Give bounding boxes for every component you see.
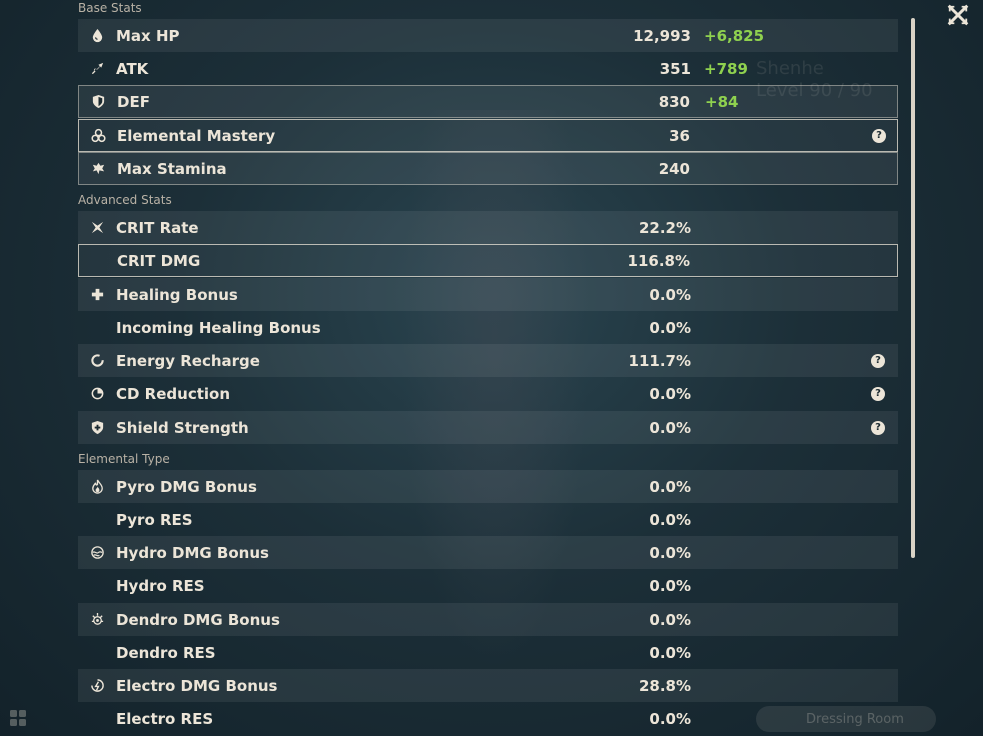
stat-value: 0.0% (649, 709, 691, 728)
stat-value: 111.7% (628, 351, 691, 370)
stat-label: CD Reduction (116, 384, 231, 403)
stat-label: Pyro RES (116, 510, 193, 529)
stat-value: 0.0% (649, 576, 691, 595)
stat-row-max-stamina[interactable]: Max Stamina 240 (78, 152, 898, 185)
scrollbar[interactable] (911, 18, 915, 558)
stat-value: 351 (659, 59, 691, 78)
stat-label: Electro DMG Bonus (116, 676, 278, 695)
section-elemental-type: Elemental Type (78, 452, 170, 466)
stat-label: ATK (116, 59, 149, 78)
stat-value: 240 (658, 159, 690, 178)
stat-row-crit-dmg[interactable]: CRIT DMG 116.8% (78, 244, 898, 277)
stat-label: Shield Strength (116, 418, 249, 437)
stat-row-elemental-mastery[interactable]: Elemental Mastery 36 ? (78, 119, 898, 152)
stat-row-cd-reduction[interactable]: CD Reduction 0.0% ? (78, 377, 898, 410)
dressing-room-button[interactable]: Dressing Room (756, 706, 936, 732)
dendro-icon (89, 612, 105, 628)
stat-row-hydro-dmg-bonus[interactable]: Hydro DMG Bonus 0.0% (78, 536, 898, 569)
stat-value: 0.0% (649, 543, 691, 562)
mastery-icon (90, 128, 106, 144)
energy-icon (89, 353, 105, 369)
stat-bonus: +789 (704, 59, 748, 78)
shield-icon (90, 94, 106, 110)
close-button[interactable] (946, 3, 970, 27)
stat-value: 12,993 (633, 26, 691, 45)
stat-label: CRIT DMG (117, 251, 201, 270)
pyro-icon (89, 479, 105, 495)
help-icon[interactable]: ? (871, 386, 885, 401)
help-icon[interactable]: ? (871, 353, 885, 368)
stat-row-max-hp[interactable]: Max HP 12,993 +6,825 (78, 19, 898, 52)
stat-value: 830 (658, 92, 690, 111)
stat-row-electro-dmg-bonus[interactable]: Electro DMG Bonus 28.8% (78, 669, 898, 702)
stat-label: Incoming Healing Bonus (116, 318, 321, 337)
stat-value: 28.8% (638, 676, 691, 695)
background-character-name: Shenhe (756, 58, 824, 79)
close-icon (947, 4, 969, 26)
help-icon[interactable]: ? (872, 128, 886, 143)
stat-label: DEF (117, 92, 150, 111)
stat-label: Healing Bonus (116, 285, 238, 304)
stat-row-pyro-dmg-bonus[interactable]: Pyro DMG Bonus 0.0% (78, 470, 898, 503)
stat-row-dendro-res[interactable]: Dendro RES 0.0% (78, 636, 898, 669)
cd-icon (89, 386, 105, 402)
stat-label: Max Stamina (117, 159, 227, 178)
grid-menu-icon[interactable] (8, 708, 28, 728)
help-icon[interactable]: ? (871, 420, 885, 435)
stat-label: Hydro DMG Bonus (116, 543, 269, 562)
stat-label: Energy Recharge (116, 351, 260, 370)
background-character-info: Shenhe Level 90 / 90 (756, 58, 956, 358)
stat-row-shield-strength[interactable]: Shield Strength 0.0% ? (78, 411, 898, 444)
stat-row-crit-rate[interactable]: CRIT Rate 22.2% (78, 211, 898, 244)
stat-row-def[interactable]: DEF 830 +84 (78, 85, 898, 118)
stat-row-dendro-dmg-bonus[interactable]: Dendro DMG Bonus 0.0% (78, 603, 898, 636)
stat-value: 22.2% (638, 218, 691, 237)
electro-icon (89, 678, 105, 694)
stat-label: Hydro RES (116, 576, 205, 595)
stat-row-incoming-healing-bonus[interactable]: Incoming Healing Bonus 0.0% (78, 311, 898, 344)
section-advanced-stats: Advanced Stats (78, 193, 172, 207)
background-level-text: Level 90 / 90 (756, 80, 873, 101)
stat-bonus: +84 (705, 92, 739, 111)
stat-value: 0.0% (649, 510, 691, 529)
stat-value: 0.0% (649, 285, 691, 304)
crit-icon (89, 220, 105, 236)
stat-value: 0.0% (649, 318, 691, 337)
stat-label: Dendro RES (116, 643, 216, 662)
stat-label: Dendro DMG Bonus (116, 610, 280, 629)
stat-value: 36 (669, 126, 690, 145)
stat-value: 0.0% (649, 643, 691, 662)
section-base-stats: Base Stats (78, 1, 142, 15)
stat-label: Electro RES (116, 709, 214, 728)
stat-bonus: +6,825 (704, 26, 765, 45)
stat-label: Elemental Mastery (117, 126, 276, 145)
hydro-icon (89, 545, 105, 561)
stat-label: Pyro DMG Bonus (116, 477, 257, 496)
stat-row-hydro-res[interactable]: Hydro RES 0.0% (78, 569, 898, 602)
stat-value: 0.0% (649, 477, 691, 496)
stat-row-electro-res[interactable]: Electro RES 0.0% (78, 702, 898, 735)
stat-label: CRIT Rate (116, 218, 199, 237)
stat-label: Max HP (116, 26, 180, 45)
stat-row-healing-bonus[interactable]: Healing Bonus 0.0% (78, 278, 898, 311)
stat-row-energy-recharge[interactable]: Energy Recharge 111.7% ? (78, 344, 898, 377)
shield-plus-icon (89, 420, 105, 436)
stat-value: 0.0% (649, 610, 691, 629)
stat-value: 116.8% (627, 251, 690, 270)
stat-value: 0.0% (649, 418, 691, 437)
drop-icon (89, 28, 105, 44)
stat-row-atk[interactable]: ATK 351 +789 (78, 52, 898, 85)
cross-icon (89, 287, 105, 303)
stat-value: 0.0% (649, 384, 691, 403)
stamina-icon (90, 161, 106, 177)
stat-row-pyro-res[interactable]: Pyro RES 0.0% (78, 503, 898, 536)
sword-icon (89, 61, 105, 77)
